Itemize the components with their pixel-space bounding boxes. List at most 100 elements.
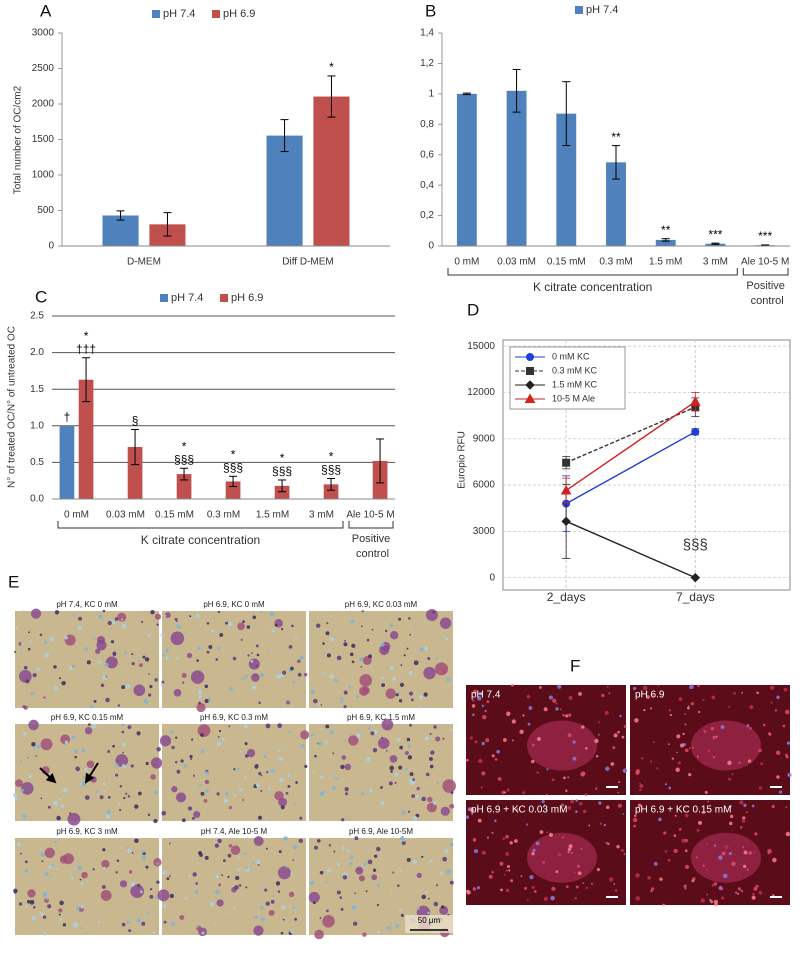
cell xyxy=(427,897,430,900)
cell xyxy=(623,725,627,728)
cell xyxy=(408,691,414,696)
cell xyxy=(293,802,296,805)
cell xyxy=(114,617,119,621)
cell xyxy=(439,632,442,635)
cell xyxy=(68,749,71,752)
cell xyxy=(277,866,291,880)
cell xyxy=(270,900,275,904)
cell xyxy=(682,732,685,736)
cell xyxy=(449,880,454,885)
cell xyxy=(278,850,282,854)
cell xyxy=(650,693,655,698)
cell xyxy=(184,631,187,634)
group-bracket xyxy=(447,268,738,276)
cell xyxy=(278,812,281,814)
cell xyxy=(332,786,337,791)
cell xyxy=(380,800,385,805)
cell xyxy=(106,810,111,815)
cell xyxy=(282,670,287,675)
cell xyxy=(360,665,363,668)
cell xyxy=(370,731,375,736)
cell xyxy=(684,887,687,890)
cell xyxy=(269,769,272,772)
cell xyxy=(748,851,753,855)
cell xyxy=(64,635,68,640)
cell xyxy=(469,736,473,740)
significance-label: *** xyxy=(708,227,722,241)
cell xyxy=(786,741,791,745)
cell xyxy=(411,794,416,799)
cell xyxy=(217,610,221,614)
cell xyxy=(325,881,328,884)
cell xyxy=(235,875,240,881)
cell xyxy=(309,881,314,886)
cell xyxy=(329,674,334,679)
x-tick-label: 0 mM xyxy=(64,510,89,521)
cell xyxy=(288,730,291,734)
cell xyxy=(176,624,181,629)
cell xyxy=(440,905,445,909)
cell xyxy=(399,745,403,750)
cell xyxy=(227,621,233,627)
cell xyxy=(174,617,178,621)
cell xyxy=(337,862,341,867)
cell xyxy=(426,802,437,813)
cell xyxy=(601,693,605,698)
cell xyxy=(576,864,580,868)
cell xyxy=(266,649,269,652)
cell xyxy=(695,856,698,859)
cell xyxy=(371,874,378,881)
cell xyxy=(176,769,181,774)
cell xyxy=(731,773,734,776)
cell xyxy=(698,820,703,825)
cell xyxy=(56,867,58,870)
cell xyxy=(137,791,142,796)
cell xyxy=(446,677,451,682)
cell xyxy=(25,905,28,908)
cell xyxy=(418,705,421,709)
cell xyxy=(243,852,247,855)
cell xyxy=(340,764,345,770)
cell xyxy=(526,899,529,902)
cell xyxy=(505,869,508,872)
x-tick-label: 0.3 mM xyxy=(207,510,240,521)
cell xyxy=(18,642,22,646)
cell xyxy=(500,888,503,892)
cell xyxy=(409,772,414,777)
legend-label: pH 6.9 xyxy=(231,292,263,304)
cell xyxy=(246,749,256,758)
cell xyxy=(398,765,403,770)
cell xyxy=(783,687,788,692)
cell xyxy=(473,849,478,854)
cell xyxy=(316,623,321,628)
cell xyxy=(260,673,264,677)
cell xyxy=(557,684,562,689)
cell xyxy=(280,931,284,935)
cell xyxy=(771,804,775,809)
group-label: Positive control xyxy=(746,280,785,307)
cell xyxy=(384,629,388,632)
cell xyxy=(127,848,132,853)
cell xyxy=(210,902,214,907)
bar xyxy=(266,135,303,246)
cell xyxy=(721,851,726,856)
cell xyxy=(329,730,334,735)
cell xyxy=(116,859,120,863)
cell xyxy=(509,841,513,845)
cell xyxy=(225,792,229,796)
cell xyxy=(112,652,117,657)
cell xyxy=(686,706,690,710)
cell xyxy=(238,856,241,859)
cell xyxy=(344,639,347,642)
bar xyxy=(127,447,143,499)
cell xyxy=(496,749,500,754)
cell xyxy=(406,857,411,862)
cell xyxy=(257,900,260,903)
cell xyxy=(415,795,419,799)
cell xyxy=(328,844,332,847)
cell xyxy=(740,889,744,893)
cell xyxy=(318,741,323,746)
cell xyxy=(244,754,249,758)
cell xyxy=(154,678,158,682)
y-tick-label: 1 xyxy=(428,88,434,99)
